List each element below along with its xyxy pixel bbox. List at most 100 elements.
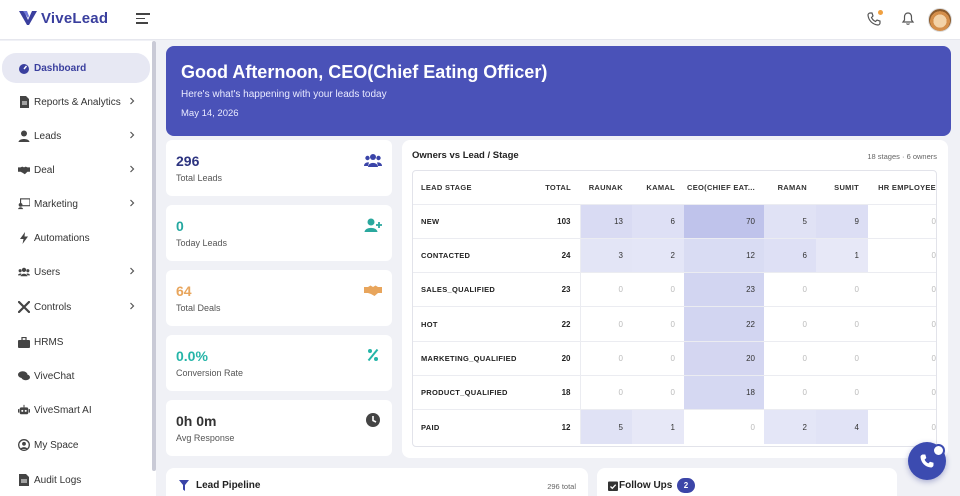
sidebar-item-dashboard[interactable]: Dashboard: [2, 53, 150, 83]
owners-vs-stage-card: Owners vs Lead / Stage 18 stages · 6 own…: [402, 140, 948, 458]
matrix-cell[interactable]: 0: [580, 374, 632, 410]
sidebar-item-label: Dashboard: [34, 62, 87, 74]
matrix-cell[interactable]: 0: [764, 306, 816, 342]
sidebar-item-vivechat[interactable]: ViveChat: [2, 361, 150, 391]
report-icon: [18, 96, 30, 108]
current-date: May 14, 2026: [181, 108, 239, 119]
user-circle-icon: [18, 439, 30, 451]
sidebar-item-users[interactable]: Users: [2, 257, 150, 287]
matrix-cell[interactable]: 0: [580, 340, 632, 376]
pipeline-total: 296 total: [547, 482, 576, 491]
sidebar-item-marketing[interactable]: Marketing: [2, 189, 150, 219]
greeting-subtitle: Here's what's happening with your leads …: [181, 89, 387, 100]
matrix-cell[interactable]: 4: [816, 409, 868, 445]
call-notification-badge: [932, 444, 945, 457]
matrix-cell[interactable]: 0: [632, 340, 684, 376]
stat-card-today-leads: 0 Today Leads: [166, 205, 392, 261]
phone-icon[interactable]: [866, 11, 882, 27]
matrix-cell[interactable]: 20: [684, 340, 764, 376]
sidebar-item-deal[interactable]: Deal: [2, 155, 150, 185]
matrix-cell[interactable]: 18: [684, 374, 764, 410]
matrix-cell[interactable]: 1: [816, 237, 868, 273]
user-avatar[interactable]: [928, 8, 952, 32]
matrix-cell[interactable]: 0: [764, 374, 816, 410]
table-row[interactable]: PRODUCT_QUALIFIED 18 0 0 18 0 0 0: [413, 374, 936, 410]
matrix-cell[interactable]: 0: [632, 374, 684, 410]
sidebar-item-controls[interactable]: Controls: [2, 292, 150, 322]
matrix-cell[interactable]: 0: [816, 306, 868, 342]
sidebar-item-reports[interactable]: Reports & Analytics: [2, 87, 150, 117]
matrix-cell[interactable]: 0: [816, 374, 868, 410]
table-row[interactable]: CONTACTED 24 3 2 12 6 1 0: [413, 237, 936, 273]
matrix-cell[interactable]: 12: [684, 237, 764, 273]
user-icon: [18, 130, 30, 142]
matrix-cell[interactable]: 13: [580, 203, 632, 239]
matrix-cell[interactable]: 0: [632, 272, 684, 307]
sidebar-item-automations[interactable]: Automations: [2, 223, 150, 253]
users-icon: [364, 154, 382, 167]
table-row[interactable]: HOT 22 0 0 22 0 0 0: [413, 306, 936, 342]
matrix-cell[interactable]: 1: [632, 409, 684, 445]
sidebar-item-hrms[interactable]: HRMS: [2, 327, 150, 357]
stat-label: Total Leads: [176, 173, 223, 183]
table-row[interactable]: SALES_QUALIFIED 23 0 0 23 0 0 0: [413, 272, 936, 307]
lead-pipeline-card: Lead Pipeline 296 total: [166, 468, 588, 496]
sidebar-item-audit-logs[interactable]: Audit Logs: [2, 465, 150, 495]
matrix-cell[interactable]: 0: [816, 340, 868, 376]
column-header[interactable]: RAMAN: [777, 182, 807, 192]
matrix-cell[interactable]: 3: [580, 237, 632, 273]
matrix-cell[interactable]: 70: [684, 203, 764, 239]
sidebar-item-label: Reports & Analytics: [34, 96, 121, 108]
stage-name: MARKETING_QUALIFIED: [413, 340, 525, 376]
matrix-cell[interactable]: 0: [580, 272, 632, 307]
greeting-title: Good Afternoon, CEO(Chief Eating Officer…: [181, 62, 548, 82]
matrix-cell[interactable]: 2: [632, 237, 684, 273]
matrix-cell[interactable]: 0: [684, 409, 764, 445]
matrix-cell[interactable]: 0: [868, 306, 936, 342]
sidebar-item-leads[interactable]: Leads: [2, 121, 150, 151]
bell-icon[interactable]: [900, 11, 916, 27]
sidebar-scrollbar[interactable]: [152, 41, 156, 471]
column-header[interactable]: LEAD STAGE: [421, 182, 472, 192]
sidebar-item-my-space[interactable]: My Space: [2, 430, 150, 460]
clock-icon: [366, 413, 380, 427]
sidebar-item-label: My Space: [34, 439, 79, 451]
phone-notification-dot: [878, 10, 883, 15]
app-logo[interactable]: ViveLead: [18, 9, 108, 27]
sidebar-item-vivesmart-ai[interactable]: ViveSmart AI: [2, 395, 150, 425]
table-row[interactable]: MARKETING_QUALIFIED 20 0 0 20 0 0 0: [413, 340, 936, 376]
matrix-cell[interactable]: 23: [684, 272, 764, 307]
matrix-cell[interactable]: 0: [764, 340, 816, 376]
matrix-cell[interactable]: 0: [816, 272, 868, 307]
column-header[interactable]: TOTAL: [545, 182, 571, 192]
hamburger-icon[interactable]: [136, 13, 150, 27]
matrix-cell[interactable]: 0: [868, 374, 936, 410]
matrix-cell[interactable]: 0: [868, 409, 936, 445]
matrix-cell[interactable]: 0: [868, 272, 936, 307]
table-row[interactable]: PAID 12 5 1 0 2 4 0: [413, 409, 936, 445]
column-header[interactable]: SUMIT: [834, 182, 859, 192]
matrix-cell[interactable]: 6: [764, 237, 816, 273]
sidebar-item-label: Deal: [34, 164, 55, 176]
matrix-cell[interactable]: 2: [764, 409, 816, 445]
matrix-cell[interactable]: 9: [816, 203, 868, 239]
column-header[interactable]: CEO(CHIEF EAT...: [687, 182, 755, 192]
stage-total: 18: [525, 374, 581, 410]
stat-value: 64: [176, 283, 192, 299]
table-row[interactable]: NEW 103 13 6 70 5 9 0: [413, 203, 936, 239]
column-header[interactable]: HR EMPLOYEE: [878, 182, 936, 192]
matrix-table-container[interactable]: LEAD STAGE TOTAL RAUNAK KAMAL CEO(CHIEF …: [412, 170, 937, 447]
matrix-cell[interactable]: 0: [868, 203, 936, 239]
follow-ups-card: Follow Ups 2: [597, 468, 897, 496]
matrix-cell[interactable]: 5: [580, 409, 632, 445]
matrix-cell[interactable]: 0: [632, 306, 684, 342]
matrix-cell[interactable]: 0: [764, 272, 816, 307]
matrix-cell[interactable]: 0: [580, 306, 632, 342]
matrix-cell[interactable]: 6: [632, 203, 684, 239]
matrix-cell[interactable]: 22: [684, 306, 764, 342]
matrix-cell[interactable]: 0: [868, 237, 936, 273]
matrix-cell[interactable]: 0: [868, 340, 936, 376]
column-header[interactable]: KAMAL: [646, 182, 675, 192]
column-header[interactable]: RAUNAK: [588, 182, 623, 192]
matrix-cell[interactable]: 5: [764, 203, 816, 239]
